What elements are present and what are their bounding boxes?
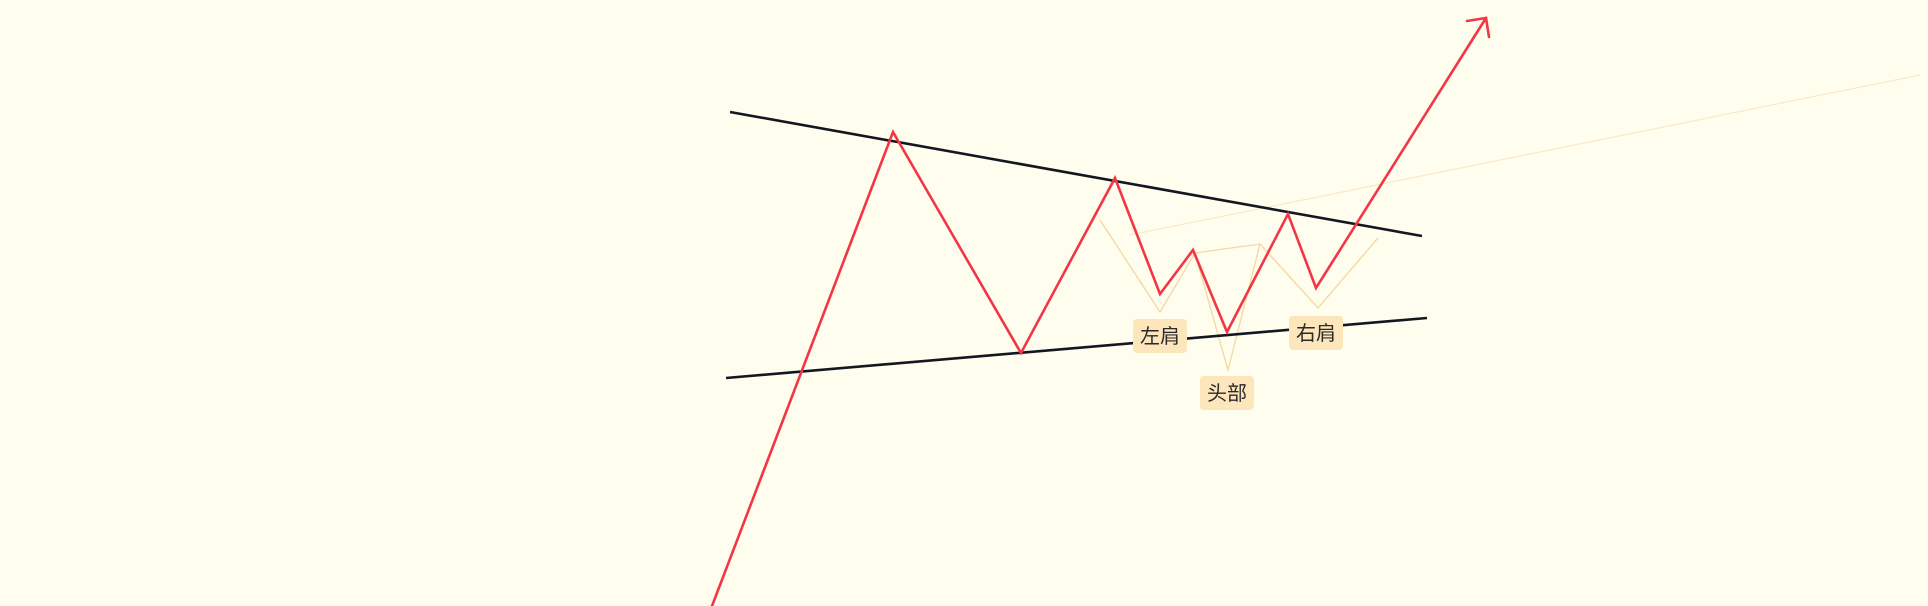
price-path[interactable] bbox=[710, 16, 1488, 606]
extended-guide-line[interactable] bbox=[1129, 74, 1921, 236]
head-label[interactable]: 头部 bbox=[1200, 376, 1254, 410]
head-shoulders-pattern-outline[interactable] bbox=[1099, 219, 1379, 373]
upper-trendline[interactable] bbox=[729, 110, 1423, 238]
right-shoulder-label[interactable]: 右肩 bbox=[1289, 316, 1343, 350]
left-shoulder-label[interactable]: 左肩 bbox=[1133, 319, 1187, 353]
breakout-arrowhead[interactable] bbox=[1465, 16, 1491, 39]
pattern-neckline[interactable] bbox=[1194, 243, 1261, 254]
